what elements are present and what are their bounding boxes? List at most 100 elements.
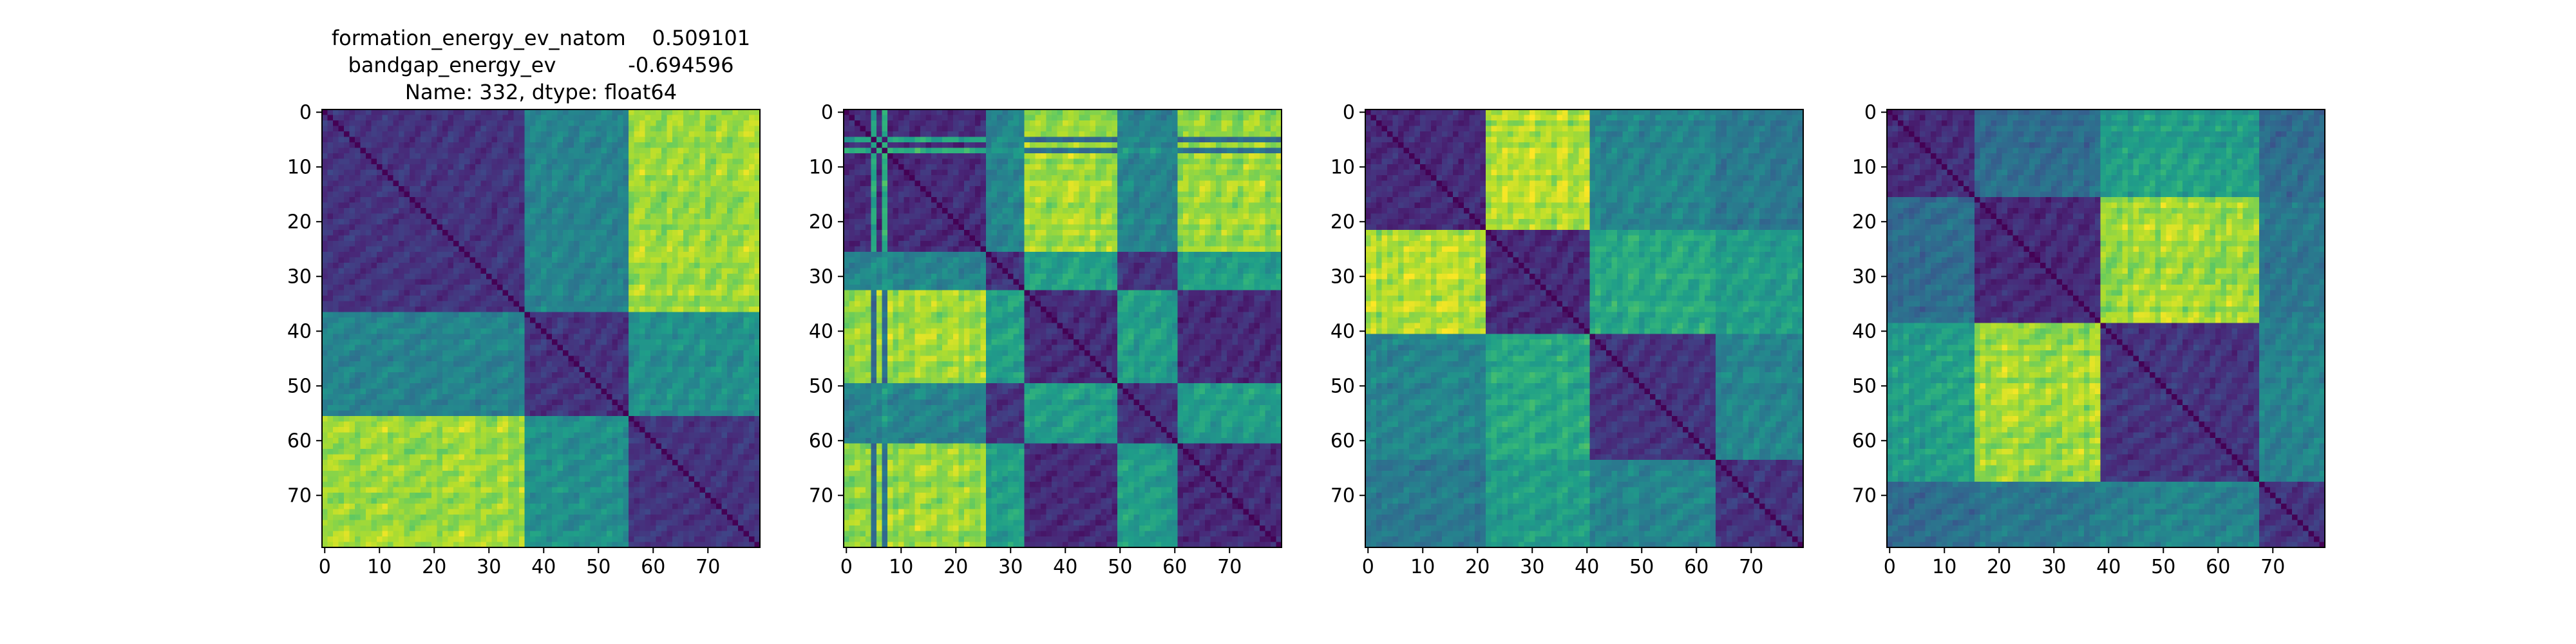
- heatmap-cell: [711, 334, 717, 340]
- heatmap-cell: [350, 307, 355, 312]
- heatmap-cell: [716, 164, 722, 170]
- heatmap-cell: [689, 214, 695, 220]
- heatmap-cell: [601, 372, 607, 378]
- heatmap-cell: [437, 389, 443, 395]
- heatmap-cell: [612, 252, 618, 258]
- heatmap-cell: [705, 263, 711, 269]
- heatmap-cell: [333, 350, 339, 356]
- heatmap-cell: [514, 389, 520, 395]
- heatmap-cell: [585, 230, 591, 236]
- heatmap-cell: [552, 148, 558, 154]
- heatmap-cell: [569, 142, 574, 148]
- heatmap-cell: [486, 214, 492, 220]
- heatmap-cell: [722, 323, 728, 329]
- heatmap-cell: [492, 225, 498, 231]
- heatmap-cell: [738, 433, 744, 439]
- heatmap-cell: [585, 339, 591, 345]
- heatmap-cell: [388, 269, 393, 274]
- heatmap-cell: [541, 416, 547, 422]
- heatmap-cell: [689, 438, 695, 444]
- heatmap-cell: [558, 317, 564, 323]
- heatmap-cell: [470, 137, 476, 143]
- heatmap-cell: [744, 115, 750, 121]
- heatmap-cell: [661, 214, 667, 220]
- heatmap-cell: [574, 394, 580, 400]
- heatmap-cell: [497, 389, 503, 395]
- heatmap-cell: [722, 307, 728, 312]
- heatmap-cell: [716, 247, 722, 252]
- heatmap-cell: [333, 115, 339, 121]
- heatmap-cell: [661, 317, 667, 323]
- heatmap-cell: [421, 109, 426, 115]
- heatmap-cell: [711, 126, 717, 132]
- heatmap-cell: [530, 367, 536, 373]
- heatmap-cell: [475, 444, 481, 450]
- heatmap-cell: [442, 192, 448, 198]
- heatmap-cell: [426, 400, 432, 406]
- heatmap-cell: [448, 236, 454, 242]
- heatmap-cell: [591, 290, 596, 296]
- heatmap-cell: [497, 290, 503, 296]
- heatmap-cell: [519, 131, 525, 137]
- heatmap-cell: [344, 312, 350, 318]
- heatmap-cell: [328, 186, 334, 192]
- heatmap-cell: [607, 328, 612, 334]
- heatmap-cell: [558, 279, 564, 285]
- heatmap-cell: [667, 433, 673, 439]
- heatmap-cell: [421, 197, 426, 203]
- heatmap-cell: [372, 263, 377, 269]
- heatmap-cell: [727, 416, 733, 422]
- heatmap-cell: [350, 356, 355, 362]
- heatmap-cell: [503, 170, 509, 176]
- heatmap-cell: [339, 323, 345, 329]
- heatmap-cell: [399, 126, 404, 132]
- heatmap-cell: [492, 378, 498, 384]
- heatmap-cell: [355, 230, 361, 236]
- heatmap-cell: [678, 427, 684, 433]
- heatmap-cell: [591, 444, 596, 450]
- heatmap-cell: [738, 131, 744, 137]
- heatmap-cell: [486, 159, 492, 165]
- heatmap-cell: [519, 219, 525, 225]
- heatmap-cell: [645, 137, 651, 143]
- heatmap-cell: [530, 269, 536, 274]
- heatmap-cell: [661, 405, 667, 411]
- heatmap-cell: [536, 230, 542, 236]
- heatmap-cell: [421, 307, 426, 312]
- heatmap-cell: [426, 312, 432, 318]
- heatmap-cell: [580, 361, 585, 367]
- heatmap-cell: [711, 131, 717, 137]
- heatmap-cell: [519, 274, 525, 279]
- heatmap-cell: [700, 208, 706, 214]
- heatmap-cell: [716, 394, 722, 400]
- heatmap-cell: [683, 307, 689, 312]
- heatmap-cell: [464, 389, 470, 395]
- heatmap-cell: [645, 131, 651, 137]
- heatmap-cell: [426, 269, 432, 274]
- heatmap-cell: [672, 301, 678, 307]
- heatmap-cell: [749, 433, 755, 439]
- heatmap-cell: [442, 427, 448, 433]
- heatmap-cell: [525, 252, 531, 258]
- heatmap-cell: [481, 367, 487, 373]
- heatmap-cell: [470, 323, 476, 329]
- heatmap-cell: [629, 159, 634, 165]
- heatmap-cell: [453, 279, 459, 285]
- heatmap-cell: [486, 296, 492, 301]
- heatmap-cell: [596, 175, 601, 181]
- heatmap-cell: [645, 400, 651, 406]
- heatmap-cell: [372, 312, 377, 318]
- heatmap-cell: [541, 225, 547, 231]
- heatmap-cell: [547, 214, 553, 220]
- heatmap-cell: [366, 230, 372, 236]
- heatmap-cell: [683, 416, 689, 422]
- heatmap-cell: [328, 427, 334, 433]
- heatmap-cell: [744, 214, 750, 220]
- heatmap-cell: [558, 356, 564, 362]
- heatmap-cell: [618, 405, 623, 411]
- heatmap-cell: [372, 383, 377, 389]
- heatmap-cell: [716, 225, 722, 231]
- heatmap-cell: [601, 219, 607, 225]
- heatmap-cell: [563, 285, 569, 290]
- heatmap-cell: [727, 372, 733, 378]
